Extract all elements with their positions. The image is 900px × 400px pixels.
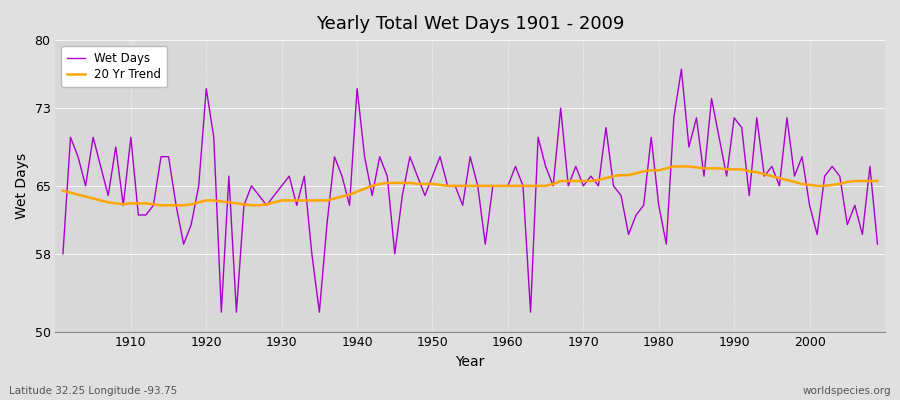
- Wet Days: [600, 125, 611, 130]
- Wet Days: [337, 174, 347, 178]
- 20 Yr Trend: [502, 184, 513, 188]
- Wet Days: [292, 203, 302, 208]
- Wet Days: [502, 184, 513, 188]
- 20 Yr Trend: [872, 178, 883, 183]
- 20 Yr Trend: [510, 184, 521, 188]
- Line: Wet Days: Wet Days: [63, 69, 878, 312]
- 20 Yr Trend: [58, 188, 68, 193]
- Wet Days: [676, 67, 687, 72]
- 20 Yr Trend: [669, 164, 680, 169]
- 20 Yr Trend: [337, 194, 347, 199]
- Wet Days: [510, 164, 521, 169]
- Text: worldspecies.org: worldspecies.org: [803, 386, 891, 396]
- Wet Days: [118, 203, 129, 208]
- 20 Yr Trend: [292, 198, 302, 203]
- Legend: Wet Days, 20 Yr Trend: Wet Days, 20 Yr Trend: [61, 46, 167, 87]
- Wet Days: [216, 310, 227, 314]
- Text: Latitude 32.25 Longitude -93.75: Latitude 32.25 Longitude -93.75: [9, 386, 177, 396]
- Wet Days: [58, 252, 68, 256]
- Y-axis label: Wet Days: Wet Days: [15, 153, 29, 219]
- X-axis label: Year: Year: [455, 355, 485, 369]
- Line: 20 Yr Trend: 20 Yr Trend: [63, 166, 878, 205]
- 20 Yr Trend: [600, 176, 611, 180]
- Wet Days: [872, 242, 883, 246]
- 20 Yr Trend: [156, 203, 166, 208]
- Title: Yearly Total Wet Days 1901 - 2009: Yearly Total Wet Days 1901 - 2009: [316, 15, 625, 33]
- 20 Yr Trend: [118, 202, 129, 207]
